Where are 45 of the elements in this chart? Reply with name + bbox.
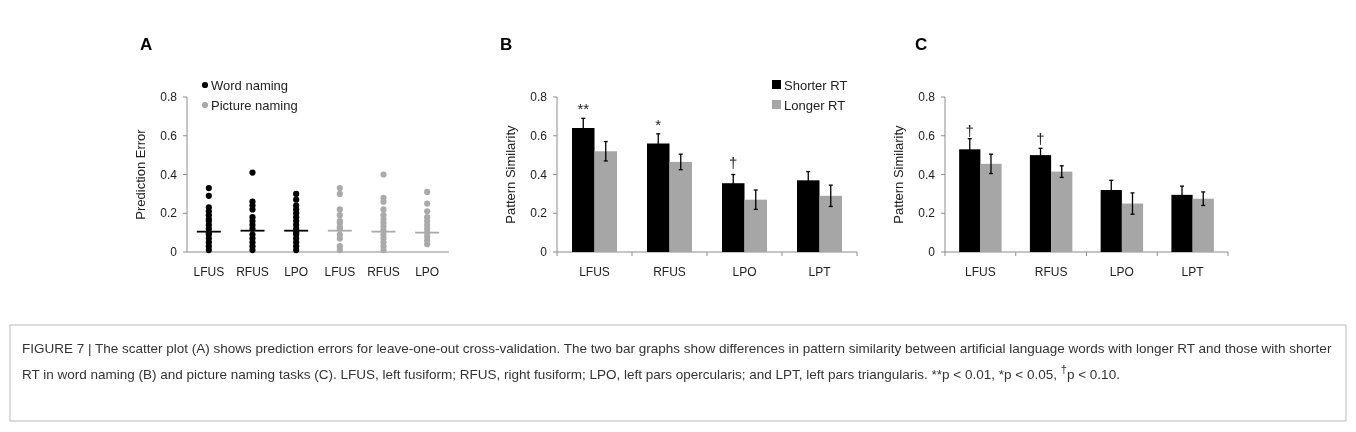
- annotation: †: [965, 121, 974, 139]
- x-tick-label: LPT: [1181, 265, 1205, 279]
- y-tick-label: 0.6: [918, 128, 936, 143]
- y-axis-title: Pattern Similarity: [503, 124, 518, 224]
- x-tick-label: RFUS: [367, 265, 400, 279]
- annotation: *: [655, 115, 662, 133]
- y-tick-label: 0.6: [160, 128, 178, 143]
- y-axis-title: Prediction Error: [133, 128, 148, 220]
- annotation: **: [577, 100, 590, 118]
- y-tick-label: 0.8: [918, 90, 936, 104]
- y-tick-label: 0.4: [160, 167, 178, 182]
- y-tick-label: 0: [928, 245, 936, 259]
- annotation: †: [729, 154, 738, 172]
- x-tick-label: LPT: [808, 265, 832, 279]
- y-axis-title: Pattern Similarity: [891, 124, 906, 224]
- y-tick-label: 0.4: [918, 167, 936, 182]
- x-tick-label: LFUS: [579, 265, 610, 279]
- x-tick-label: LFUS: [324, 265, 356, 279]
- x-tick-label: LPO: [732, 265, 757, 279]
- x-tick-label: LFUS: [965, 265, 996, 279]
- chart-title: A: [140, 35, 153, 54]
- y-tick-label: 0.2: [160, 206, 178, 221]
- legend-label: Word naming: [211, 77, 289, 93]
- chart-title: B: [500, 35, 513, 54]
- x-tick-label: LPO: [1109, 265, 1134, 279]
- y-tick-label: 0.8: [160, 90, 178, 104]
- chart-title: C: [915, 35, 928, 54]
- legend-label: Picture naming: [211, 97, 298, 113]
- x-tick-label: RFUS: [1034, 265, 1068, 279]
- y-tick-label: 0.2: [530, 206, 548, 221]
- caption: FIGURE 7 | The scatter plot (A) shows prediction errors for leave-one-out cross-validation. The two bar graphs show differences in pattern similarity between artificial language words with longer RT and those with shorter RT in word naming (B) and picture naming tasks (C). LFUS, left fusiform; RFUS, right fusiform; LPO, left pars opercularis; and LPT, left pars triangularis. **p < 0.01, *p < 0.05, $^{†}$p < 0.10.: [22, 340, 1332, 384]
- y-tick-label: 0.6: [530, 128, 548, 143]
- y-tick-label: 0: [170, 245, 178, 259]
- y-tick-label: 0: [540, 245, 548, 259]
- legend-label: Longer RT: [784, 97, 846, 113]
- x-tick-label: RFUS: [653, 265, 686, 279]
- x-tick-label: LFUS: [193, 265, 225, 279]
- legend-label: Shorter RT: [784, 77, 848, 93]
- x-tick-label: LPO: [415, 265, 440, 279]
- annotation: †: [1036, 129, 1045, 147]
- x-tick-label: LPO: [284, 265, 309, 279]
- y-tick-label: 0.4: [530, 167, 548, 182]
- y-tick-label: 0.8: [530, 90, 548, 104]
- x-tick-label: RFUS: [236, 265, 269, 279]
- y-tick-label: 0.2: [918, 206, 936, 221]
